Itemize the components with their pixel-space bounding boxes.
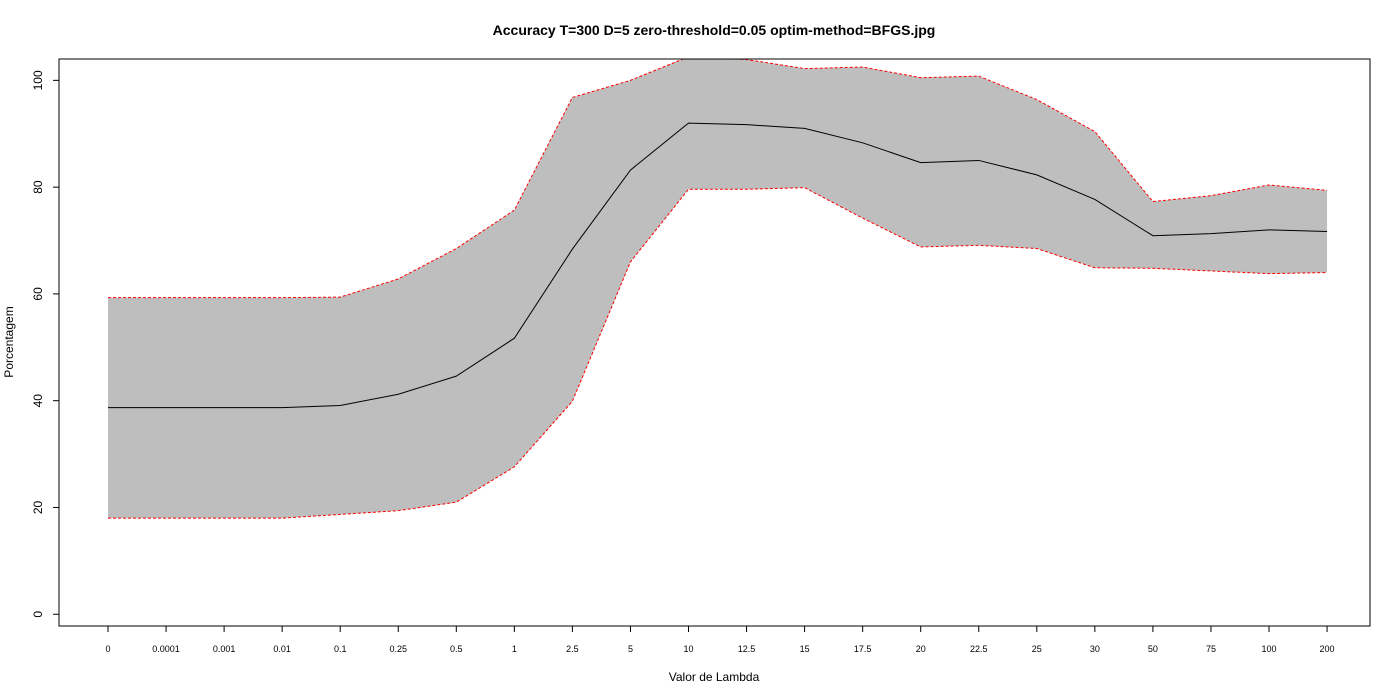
plot-area <box>108 59 1328 519</box>
x-tick-label: 0.0001 <box>152 644 180 654</box>
x-axis: 0 0.0001 0.001 0.01 0.1 0.25 0.5 1 2.5 5 10 12.5 15 1… <box>105 626 1335 654</box>
x-axis-title: Valor de Lambda <box>669 670 760 684</box>
x-tick-label: 30 <box>1090 644 1100 654</box>
chart-title: Accuracy T=300 D=5 zero-threshold=0.05 o… <box>493 22 936 38</box>
confidence-band <box>108 59 1328 519</box>
x-tick-label: 0.5 <box>450 644 463 654</box>
y-tick-label: 60 <box>31 287 45 301</box>
x-tick-label: 22.5 <box>970 644 988 654</box>
y-tick-label: 100 <box>31 70 45 90</box>
x-tick-label: 0 <box>105 644 110 654</box>
y-tick-label: 20 <box>31 500 45 514</box>
y-tick-label: 0 <box>31 611 45 618</box>
x-tick-label: 10 <box>683 644 693 654</box>
x-tick-label: 0.25 <box>389 644 407 654</box>
x-tick-label: 17.5 <box>854 644 872 654</box>
x-tick-label: 12.5 <box>738 644 756 654</box>
x-tick-label: 1 <box>512 644 517 654</box>
x-tick-label: 15 <box>800 644 810 654</box>
x-tick-label: 75 <box>1206 644 1216 654</box>
lower-bound-line <box>108 187 1328 519</box>
x-tick-label: 0.1 <box>334 644 347 654</box>
plot-frame <box>58 58 1371 627</box>
x-tick-label: 50 <box>1148 644 1158 654</box>
y-tick-label: 80 <box>31 180 45 194</box>
mean-line <box>108 122 1328 409</box>
y-axis: 0 20 40 60 80 100 <box>31 70 59 618</box>
x-tick-label: 2.5 <box>566 644 579 654</box>
x-tick-label: 5 <box>628 644 633 654</box>
x-tick-label: 20 <box>916 644 926 654</box>
x-tick-label: 25 <box>1032 644 1042 654</box>
x-tick-label: 200 <box>1320 644 1335 654</box>
x-tick-label: 0.01 <box>273 644 291 654</box>
y-axis-title: Porcentagem <box>2 306 16 377</box>
x-tick-label: 0.001 <box>213 644 236 654</box>
y-tick-label: 40 <box>31 394 45 408</box>
x-tick-label: 100 <box>1261 644 1276 654</box>
